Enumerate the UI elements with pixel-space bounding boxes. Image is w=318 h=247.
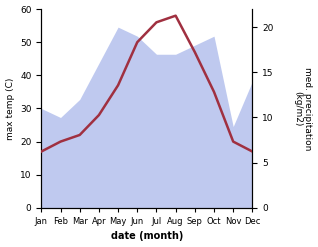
X-axis label: date (month): date (month) [111,231,183,242]
Y-axis label: max temp (C): max temp (C) [5,77,15,140]
Y-axis label: med. precipitation
(kg/m2): med. precipitation (kg/m2) [293,67,313,150]
